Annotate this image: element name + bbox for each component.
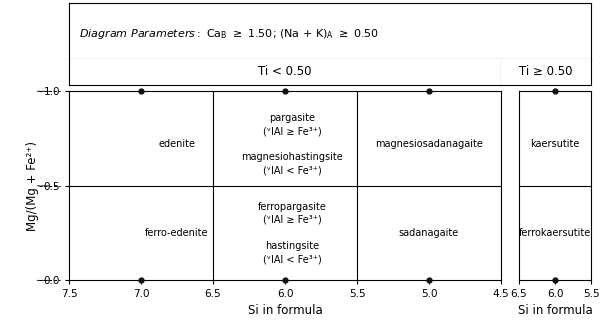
- X-axis label: Si in formula: Si in formula: [248, 304, 322, 317]
- Text: Ti < 0.50: Ti < 0.50: [258, 65, 312, 78]
- Text: pargasite
(ᵛIAl ≥ Fe³⁺)

magnesiohastingsite
(ᵛIAl < Fe³⁺): pargasite (ᵛIAl ≥ Fe³⁺) magnesiohastings…: [241, 113, 343, 176]
- Text: ferrokaersutite: ferrokaersutite: [519, 228, 591, 238]
- X-axis label: Si in formula: Si in formula: [518, 304, 592, 317]
- Text: ferro-edenite: ferro-edenite: [145, 228, 209, 238]
- Text: magnesiosadanagaite: magnesiosadanagaite: [375, 139, 483, 149]
- Text: sadanagaite: sadanagaite: [399, 228, 459, 238]
- Text: edenite: edenite: [158, 139, 196, 149]
- Text: kaersutite: kaersutite: [530, 139, 580, 149]
- Text: $\it{Diagram\ Parameters:}$ Ca$_{\rm B}$ $\geq$ 1.50; (Na + K)$_{\rm A}$ $\geq$ : $\it{Diagram\ Parameters:}$ Ca$_{\rm B}$…: [79, 27, 380, 41]
- Text: ferropargasite
(ᵛIAl ≥ Fe³⁺)

hastingsite
(ᵛIAl < Fe³⁺): ferropargasite (ᵛIAl ≥ Fe³⁺) hastingsite…: [258, 202, 326, 264]
- Text: Ti ≥ 0.50: Ti ≥ 0.50: [519, 65, 573, 78]
- Y-axis label: Mg/(Mg + Fe²⁺): Mg/(Mg + Fe²⁺): [26, 141, 40, 231]
